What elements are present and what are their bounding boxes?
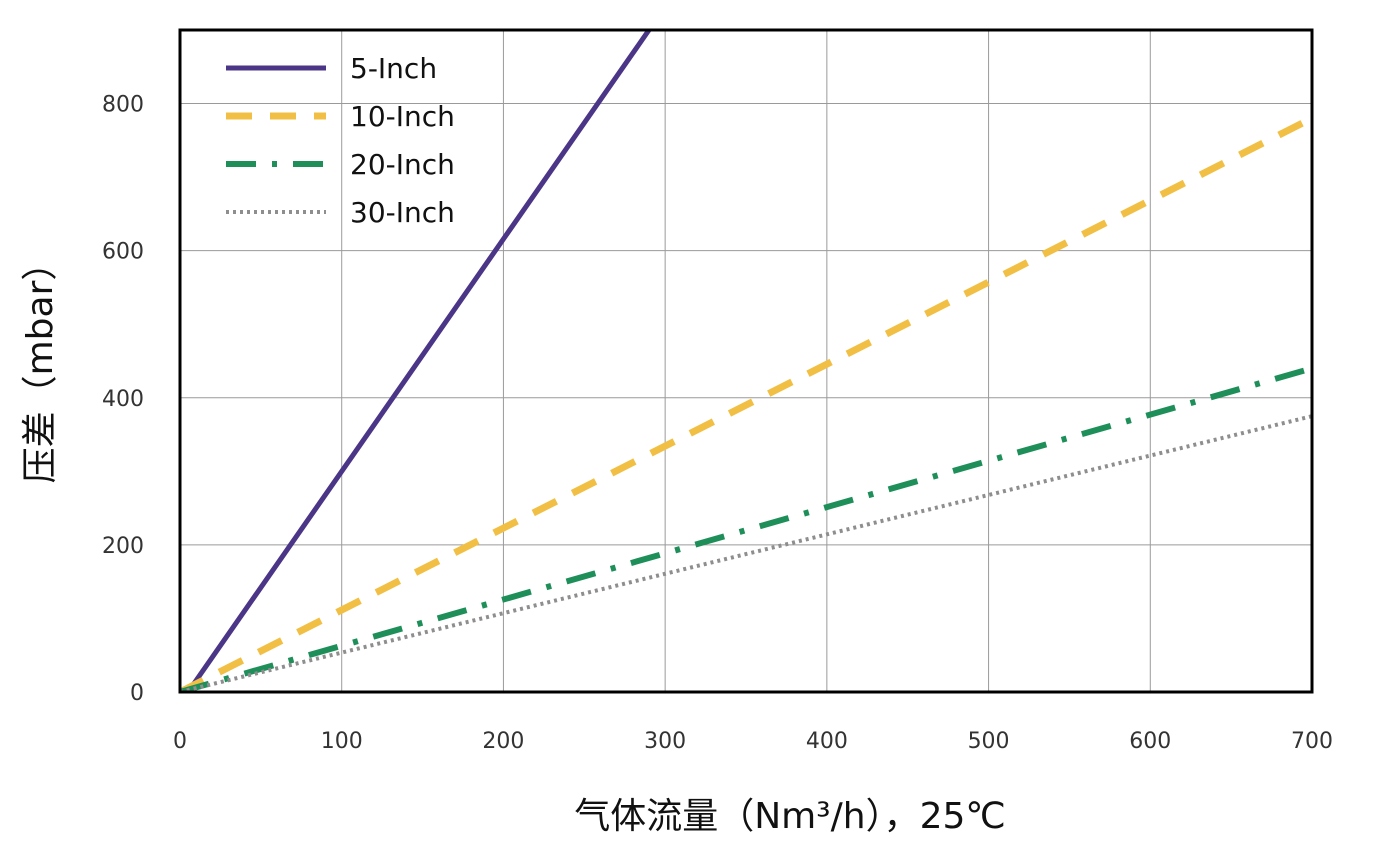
x-tick-label: 700 <box>1291 729 1333 754</box>
series-line-20-inch <box>180 365 1312 692</box>
x-tick-label: 500 <box>968 729 1010 754</box>
series-line-10-inch <box>180 115 1312 692</box>
legend-label: 10-Inch <box>350 100 455 133</box>
series-line-30-inch <box>180 414 1312 692</box>
series-lines <box>180 30 1312 692</box>
x-axis-title: 气体流量（Nm³/h），25℃ <box>574 796 1006 837</box>
plot-area-frame <box>178 28 1314 694</box>
y-tick-label: 200 <box>102 534 144 559</box>
x-tick-label: 100 <box>321 729 363 754</box>
legend-label: 30-Inch <box>350 196 455 229</box>
series-line-5-inch <box>186 30 652 692</box>
y-tick-label: 400 <box>102 387 144 412</box>
legend-label: 20-Inch <box>350 148 455 181</box>
x-tick-label: 400 <box>806 729 848 754</box>
legend: 5-Inch 10-Inch 20-Inch 30-Inch <box>226 52 455 229</box>
y-tick-label: 600 <box>102 240 144 265</box>
x-tick-label: 200 <box>482 729 524 754</box>
x-tick-label: 600 <box>1129 729 1171 754</box>
legend-label: 5-Inch <box>350 52 437 85</box>
y-axis-title: 压差（mbar） <box>20 245 61 484</box>
x-tick-label: 0 <box>173 729 187 754</box>
y-tick-label: 0 <box>130 681 144 706</box>
y-tick-label: 800 <box>102 93 144 118</box>
axis-ticks: 0 100 200 300 400 500 600 700 0 200 400 600 800 <box>102 93 1333 754</box>
x-tick-label: 300 <box>644 729 686 754</box>
